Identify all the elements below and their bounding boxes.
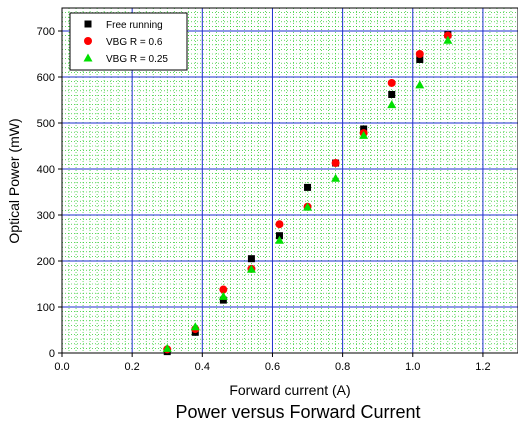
legend-label: VBG R = 0.6 (106, 37, 163, 48)
data-point-circle (443, 31, 452, 40)
y-tick-label: 700 (37, 26, 55, 38)
y-tick-label: 100 (37, 302, 55, 314)
data-point-triangle (303, 202, 313, 211)
plot-frame (61, 7, 518, 354)
legend-marker-square (84, 20, 92, 28)
data-point-circle (415, 50, 424, 58)
data-point-triangle (190, 322, 200, 331)
data-point-triangle (162, 343, 172, 352)
data-point-square (304, 183, 312, 191)
x-tick-label: 0.0 (54, 361, 69, 373)
data-point-triangle (443, 35, 453, 44)
series-triangle (162, 35, 453, 352)
data-point-square (360, 125, 368, 133)
y-axis-title: Optical Power (mW) (6, 118, 22, 243)
legend-marker-triangle (83, 53, 93, 62)
data-point-triangle (218, 291, 228, 300)
x-tick-label: 1.0 (405, 361, 420, 373)
data-point-circle (219, 285, 228, 294)
data-point-square (388, 90, 396, 98)
y-tick-label: 300 (37, 210, 55, 222)
x-tick-label: 0.2 (125, 361, 140, 373)
data-point-triangle (331, 173, 341, 182)
data-point-circle (387, 78, 396, 87)
legend-marker-circle (84, 37, 92, 45)
x-axis-title: Forward current (A) (229, 382, 350, 398)
y-tick-label: 200 (37, 256, 55, 268)
y-tick-label: 500 (37, 118, 55, 130)
data-point-circle (275, 220, 284, 229)
x-tick-label: 1.2 (475, 361, 490, 373)
y-tick-label: 400 (37, 164, 55, 176)
legend-label: VBG R = 0.25 (106, 54, 168, 65)
data-point-circle (331, 159, 340, 168)
data-point-triangle (274, 235, 284, 244)
data-point-square (247, 255, 255, 263)
chart-title: Power versus Forward Current (175, 402, 420, 422)
y-axis-ticks: 0 100 200 300 400 500 600 700 (37, 26, 62, 360)
data-point-square (219, 296, 227, 304)
x-tick-label: 0.6 (265, 361, 280, 373)
legend-label: Free running (106, 20, 163, 31)
x-axis-ticks: 0.0 0.2 0.4 0.6 0.8 1.0 1.2 (54, 353, 491, 373)
legend: Free running VBG R = 0.6 VBG R = 0.25 (69, 12, 188, 71)
data-point-square (275, 232, 283, 240)
data-points (162, 31, 453, 356)
data-point-triangle (415, 80, 425, 89)
data-point-triangle (359, 130, 369, 139)
data-point-triangle (387, 100, 397, 109)
x-tick-label: 0.8 (335, 361, 350, 373)
x-tick-label: 0.4 (195, 361, 210, 373)
data-point-triangle (246, 264, 256, 273)
y-tick-label: 600 (37, 72, 55, 84)
y-tick-label: 0 (49, 348, 55, 360)
data-point-square (416, 56, 424, 64)
